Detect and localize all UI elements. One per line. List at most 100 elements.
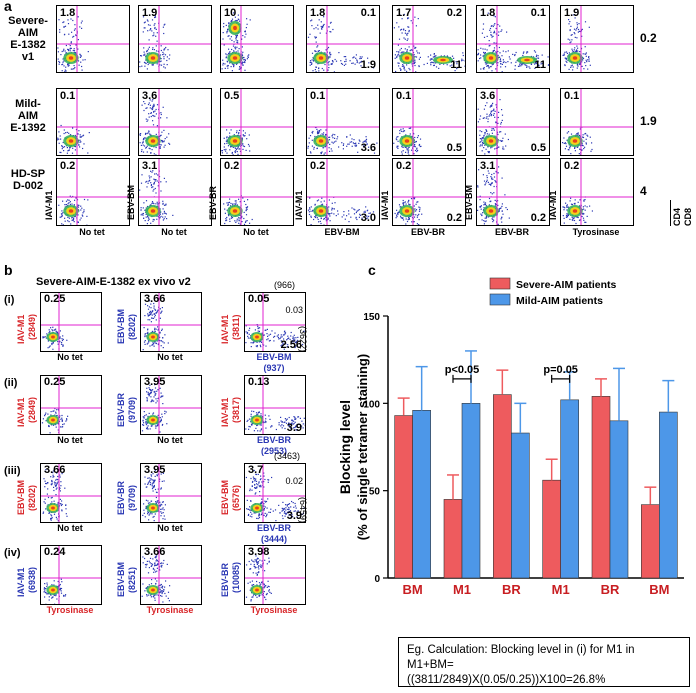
category-label: BR [601, 582, 620, 596]
quadrant-top-left: 3.66 [44, 464, 66, 476]
quadrant-bottom-right: 0.2 [446, 212, 462, 224]
quadrant-top-left: 0.2 [224, 160, 240, 172]
bar [659, 411, 678, 579]
flow-plot: 1.8 0.1 11 [476, 5, 550, 73]
flow-plot-scatter [141, 293, 201, 351]
flow-plot: 1.9 [560, 5, 634, 73]
flow-plot-scatter [245, 546, 305, 604]
x-axis-count: (3444) [260, 534, 287, 544]
y-axis-count: (10085) [231, 561, 241, 593]
x-axis-label: No tet [157, 352, 183, 362]
x-axis-label: No tet [79, 227, 105, 237]
quadrant-top-left: 3.95 [144, 464, 166, 476]
category-label: BM [649, 582, 669, 596]
flow-plot-scatter [221, 159, 293, 225]
row-roman-label: (ii) [4, 377, 18, 389]
quadrant-bottom-right: 0.5 [530, 142, 546, 154]
x-axis-count: (937) [263, 363, 285, 373]
x-axis-label: No tet [57, 352, 83, 362]
quadrant-top-left: 1.7 [396, 7, 412, 19]
quadrant-top-left: 3.7 [248, 464, 264, 476]
row-right-value: 1.9 [640, 114, 657, 128]
flow-plot-scatter [245, 376, 305, 434]
quadrant-bottom-right: 11 [534, 59, 546, 71]
side-count: (6459) [298, 497, 308, 524]
flow-plot-scatter [41, 546, 101, 604]
x-axis-label: EBV-BM [324, 227, 360, 237]
significance-label: p=0.05 [543, 364, 578, 376]
flow-plot: 0.1 0.5 [392, 88, 466, 156]
row-roman-label: (iv) [4, 547, 21, 559]
x-axis-label: No tet [157, 435, 183, 445]
quadrant-top-left: 3.95 [144, 376, 166, 388]
quadrant-top-left: 1.8 [480, 7, 496, 19]
flow-plot: 3.95 [140, 463, 202, 523]
axis-corner-cd8: CD8 [683, 207, 693, 226]
quadrant-top-left: 0.05 [248, 293, 270, 305]
y-axis-count: (2849) [27, 313, 37, 340]
x-axis-label: EBV-BM [256, 352, 292, 362]
flow-plot: 3.1 [138, 158, 212, 226]
quadrant-bottom-right: 3.9 [286, 422, 302, 434]
flow-plot-scatter [477, 89, 549, 155]
flow-plot-scatter [41, 293, 101, 351]
y-tick-label: 50 [369, 487, 381, 498]
y-axis-label: IAV-M1 [548, 190, 558, 220]
flow-plot: 3.66 [140, 292, 202, 352]
flow-plot-scatter [307, 6, 379, 72]
bar [609, 420, 629, 579]
flow-plot: 0.1 [56, 88, 130, 156]
quadrant-top-left: 3.66 [144, 293, 166, 305]
row-right-value: 4 [640, 184, 647, 198]
bar [394, 415, 413, 579]
flow-plot-scatter [307, 159, 379, 225]
flow-plot-scatter [139, 89, 211, 155]
y-axis-label: IAV-M1 [44, 190, 54, 220]
flow-plot-scatter [393, 89, 465, 155]
flow-plot: 10 [220, 5, 294, 73]
y-axis-label: EBV-BM [116, 561, 126, 597]
axis-corner-cd4: CD4 [672, 207, 682, 226]
side-count: (3622) [298, 326, 308, 353]
quadrant-top-left: 0.1 [564, 90, 580, 102]
category-label: M1 [453, 582, 471, 596]
top-count: (966) [274, 280, 296, 290]
quadrant-top-right: 0.1 [360, 7, 376, 19]
quadrant-bottom-right: 0.2 [530, 212, 546, 224]
y-axis-count: (9709) [127, 484, 137, 511]
quadrant-bottom-right: 0.5 [446, 142, 462, 154]
quadrant-bottom-right: 3.6 [360, 142, 376, 154]
flow-plot: 0.2 [560, 158, 634, 226]
legend-swatch [489, 277, 511, 290]
flow-plot: 1.8 [56, 5, 130, 73]
flow-plot-scatter [41, 464, 101, 522]
panel-c-label: c [368, 262, 376, 278]
flow-plot-scatter [561, 89, 633, 155]
quadrant-bottom-right: 11 [450, 59, 462, 71]
y-axis-label: EBV-BR [116, 480, 126, 515]
y-axis-count: (8202) [127, 313, 137, 340]
quadrant-top-left: 1.9 [142, 7, 158, 19]
x-axis-count: (2953) [260, 446, 287, 456]
quadrant-top-right: 0.1 [530, 7, 546, 19]
y-axis-label: IAV-M1 [380, 190, 390, 220]
x-axis-label: No tet [57, 435, 83, 445]
quadrant-top-left: 1.9 [564, 7, 580, 19]
x-axis-label: No tet [161, 227, 187, 237]
bar [412, 410, 431, 579]
row-roman-label: (iii) [4, 465, 21, 477]
x-axis-label: EBV-BR [256, 435, 291, 445]
y-axis-label: IAV-M1 [294, 190, 304, 220]
x-axis-label: Tyrosinase [572, 227, 620, 237]
y-axis-label: EBV-BR [116, 392, 126, 427]
y-axis-label: IAV-M1 [220, 314, 230, 344]
y-axis-label: EBV-BM [116, 308, 126, 344]
category-label: M1 [552, 582, 570, 596]
flow-plot: 3.66 [40, 463, 102, 523]
bar [560, 399, 579, 579]
flow-plot-scatter [57, 6, 129, 72]
flow-plot-scatter [393, 159, 465, 225]
y-axis-count: (2849) [27, 396, 37, 423]
flow-plot: 0.13 3.9 [244, 375, 306, 435]
quadrant-bottom-right: 3.0 [360, 212, 376, 224]
